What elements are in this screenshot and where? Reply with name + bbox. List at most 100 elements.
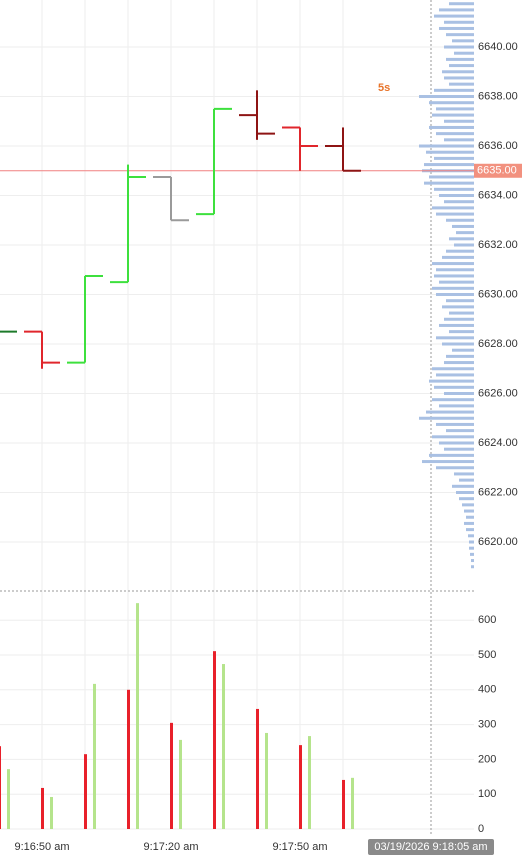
profile-bar <box>429 379 474 383</box>
ohlc-bar <box>239 90 275 140</box>
profile-bar <box>446 299 474 303</box>
profile-bar <box>439 441 474 445</box>
y-tick-label: 100 <box>478 788 496 800</box>
profile-bar <box>419 95 474 99</box>
volume-bar <box>170 722 173 829</box>
profile-bar <box>436 466 474 470</box>
profile-bar <box>456 231 474 235</box>
profile-bar <box>444 119 474 123</box>
profile-bar <box>446 249 474 253</box>
profile-bar <box>436 336 474 340</box>
profile-bar <box>442 342 474 346</box>
profile-bar <box>429 125 474 129</box>
profile-bar <box>432 398 474 402</box>
profile-bar <box>446 429 474 433</box>
profile-bar <box>436 107 474 111</box>
profile-bar <box>436 293 474 297</box>
profile-bar <box>469 540 474 544</box>
volume-bar <box>299 745 302 829</box>
profile-bar <box>426 410 474 414</box>
profile-bar <box>459 478 474 482</box>
profile-bar <box>449 2 474 6</box>
y-tick-label: 6638.00 <box>478 90 518 102</box>
profile-bar <box>454 51 474 55</box>
volume-bar <box>50 796 53 829</box>
ohlc-bar <box>67 274 103 364</box>
profile-bar <box>462 503 474 507</box>
volume-bar <box>41 787 44 829</box>
ohlc-bar <box>282 126 318 171</box>
crosshair-box <box>368 839 494 855</box>
y-tick-label: 400 <box>478 684 496 696</box>
profile-bar <box>468 534 474 538</box>
profile-bar <box>442 255 474 259</box>
y-tick-label: 600 <box>478 614 496 626</box>
profile-bar <box>439 26 474 30</box>
y-tick-label: 200 <box>478 753 496 765</box>
profile-bar <box>434 187 474 191</box>
ohlc-bar <box>325 127 361 172</box>
y-tick-label: 6632.00 <box>478 239 518 251</box>
volume-bar <box>0 746 1 829</box>
ohlc-bar <box>110 164 146 284</box>
x-tick-label: 9:16:50 am <box>14 841 69 853</box>
y-tick-label: 6640.00 <box>478 41 518 53</box>
profile-bar <box>444 20 474 24</box>
volume-bar <box>93 683 96 829</box>
volume-bar <box>136 603 139 829</box>
profile-bar <box>449 64 474 68</box>
profile-bar <box>444 45 474 49</box>
profile-bar <box>424 163 474 167</box>
volume-bar <box>222 664 225 829</box>
profile-bar <box>466 515 474 519</box>
profile-bar <box>459 497 474 501</box>
profile-bar <box>466 528 474 532</box>
y-tick-label: 0 <box>478 823 484 835</box>
y-tick-label: 300 <box>478 719 496 731</box>
profile-bar <box>449 82 474 86</box>
profile-bar <box>439 8 474 12</box>
volume-bar <box>308 736 311 829</box>
volume-bar <box>342 779 345 829</box>
volume-bar <box>84 754 87 829</box>
profile-bar <box>454 472 474 476</box>
profile-bar <box>434 385 474 389</box>
profile-bar <box>439 404 474 408</box>
profile-bar <box>446 218 474 222</box>
profile-bar <box>442 70 474 74</box>
profile-bar <box>429 453 474 457</box>
y-tick-label: 6626.00 <box>478 387 518 399</box>
y-tick-label: 500 <box>478 649 496 661</box>
y-tick-label: 6634.00 <box>478 189 518 201</box>
volume-bar <box>351 777 354 829</box>
profile-bar <box>432 286 474 290</box>
profile-bar <box>434 156 474 160</box>
ohlc-bar <box>196 107 232 216</box>
profile-bar <box>452 39 474 43</box>
profile-bar <box>446 33 474 37</box>
volume-bar <box>127 689 130 829</box>
ohlc-bar <box>24 330 60 369</box>
y-tick-label: 6630.00 <box>478 288 518 300</box>
profile-bar <box>436 132 474 136</box>
profile-bar <box>424 181 474 185</box>
profile-bar <box>436 212 474 216</box>
profile-bar <box>444 76 474 80</box>
profile-bar <box>436 422 474 426</box>
profile-bar <box>469 546 474 550</box>
profile-bar <box>429 175 474 179</box>
current-price-box <box>474 163 522 178</box>
profile-bar <box>434 274 474 278</box>
current-price-label: 6635.00 <box>477 165 517 177</box>
profile-bar <box>471 559 474 563</box>
profile-bar <box>422 460 474 464</box>
profile-bar <box>446 57 474 61</box>
profile-bar <box>452 484 474 488</box>
profile-bar <box>444 447 474 451</box>
profile-bar <box>436 268 474 272</box>
profile-bar <box>444 138 474 142</box>
profile-bar <box>434 14 474 18</box>
profile-bar <box>449 330 474 334</box>
profile-bar <box>452 224 474 228</box>
profile-bar <box>446 354 474 358</box>
